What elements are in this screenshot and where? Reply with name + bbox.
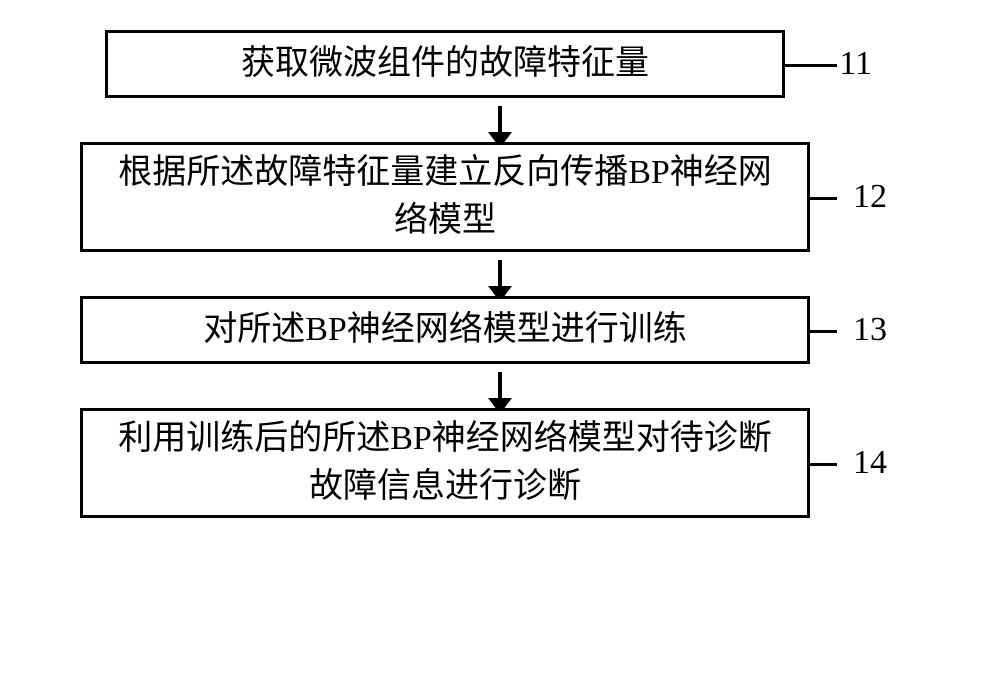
- connector-4: [807, 463, 837, 466]
- step-text-3: 对所述BP神经网络模型进行训练: [203, 306, 687, 354]
- step-text-1: 获取微波组件的故障特征量: [241, 40, 649, 88]
- step-box-3: 对所述BP神经网络模型进行训练 13: [80, 296, 810, 364]
- step-label-4: 14: [853, 444, 887, 482]
- arrow-container-3: [80, 364, 920, 408]
- arrow-down-icon: [498, 106, 502, 134]
- step-box-1: 获取微波组件的故障特征量 11: [105, 30, 785, 98]
- connector-1: [782, 64, 837, 67]
- connector-3: [807, 330, 837, 333]
- arrow-container-2: [80, 252, 920, 296]
- step-label-1: 11: [839, 45, 872, 83]
- arrow-container-1: [80, 98, 920, 142]
- arrow-down-icon: [498, 372, 502, 400]
- connector-2: [807, 197, 837, 200]
- step-label-3: 13: [853, 311, 887, 349]
- arrow-down-icon: [498, 260, 502, 288]
- step-label-2: 12: [853, 178, 887, 216]
- flowchart-container: 获取微波组件的故障特征量 11 根据所述故障特征量建立反向传播BP神经网络模型 …: [80, 30, 920, 518]
- step-box-4: 利用训练后的所述BP神经网络模型对待诊断故障信息进行诊断 14: [80, 408, 810, 518]
- step-box-2: 根据所述故障特征量建立反向传播BP神经网络模型 12: [80, 142, 810, 252]
- step-text-4: 利用训练后的所述BP神经网络模型对待诊断故障信息进行诊断: [103, 415, 787, 510]
- step-text-2: 根据所述故障特征量建立反向传播BP神经网络模型: [103, 149, 787, 244]
